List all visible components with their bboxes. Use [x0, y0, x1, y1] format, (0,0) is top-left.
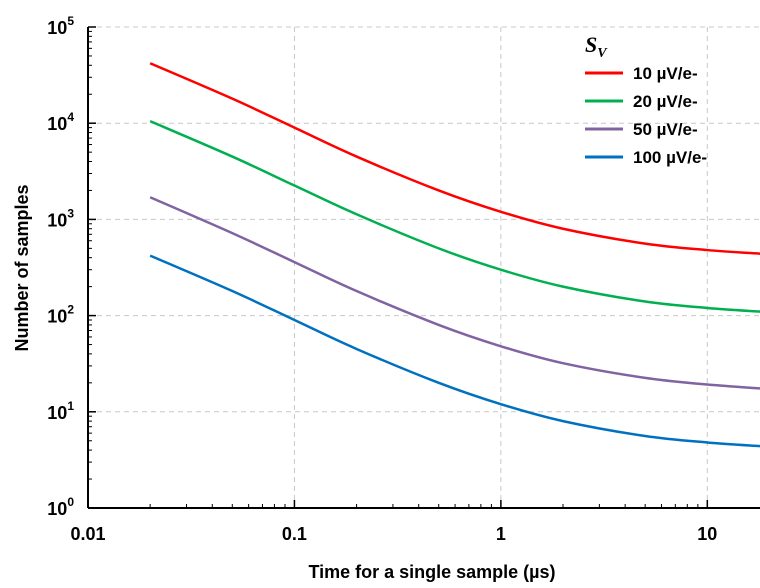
y-tick-label: 103 [47, 206, 74, 230]
y-tick-label: 105 [47, 14, 74, 38]
x-tick-label: 0.01 [70, 524, 105, 544]
x-axis-label: Time for a single sample (µs) [308, 562, 555, 582]
legend-label: 100 µV/e- [633, 148, 707, 167]
series-line [149, 62, 760, 255]
y-tick-label: 102 [47, 303, 74, 327]
y-tick-label: 104 [47, 110, 74, 134]
series-line [149, 120, 760, 313]
legend-title: SV [585, 32, 608, 61]
tick-labels: 0.01 0.1 1 10 100 101 102 103 104 105 [47, 14, 717, 544]
legend-label: 50 µV/e- [633, 120, 698, 139]
y-axis-label: Number of samples [12, 184, 32, 351]
y-tick-label: 100 [47, 495, 74, 519]
legend-label: 20 µV/e- [633, 92, 698, 111]
x-tick-label: 10 [697, 524, 717, 544]
axes [87, 26, 760, 509]
y-tick-label: 101 [47, 399, 74, 423]
legend-label: 10 µV/e- [633, 64, 698, 83]
legend: SV 10 µV/e- 20 µV/e- 50 µV/e- 100 µV/e- [585, 32, 707, 167]
x-tick-label: 1 [496, 524, 506, 544]
x-tick-label: 0.1 [282, 524, 307, 544]
series-line [149, 254, 760, 448]
series-lines [149, 62, 760, 448]
series-line [149, 196, 760, 390]
